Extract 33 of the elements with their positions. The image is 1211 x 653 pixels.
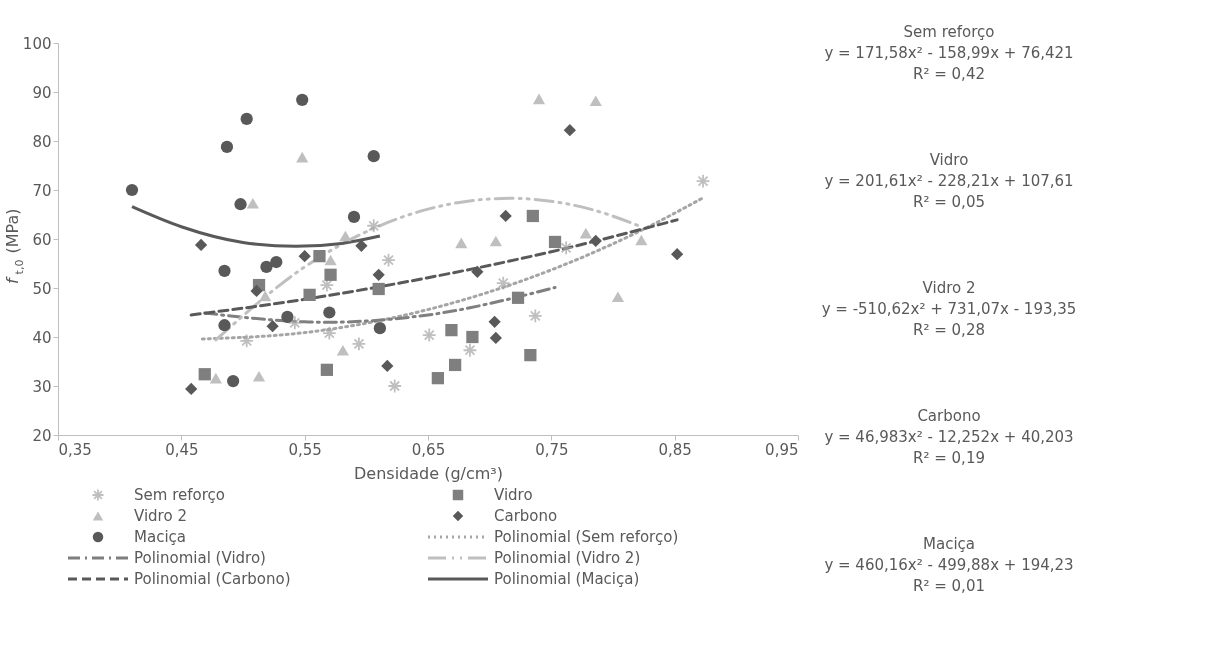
y-tick-label: 30 [32, 377, 52, 396]
y-axis-title: ft,0 (MPa) [3, 208, 26, 284]
x-tick-label: 0,45 [165, 440, 199, 459]
legend-label: Sem reforço [134, 486, 225, 504]
text: Vidro y = 201,61x² - 228,21x + 107,61 R² = 0,05 [824, 151, 1074, 211]
legend-label: Polinomial (Carbono) [134, 570, 291, 588]
x-tick-label: 0,35 [58, 440, 92, 459]
y-tick-label: 40 [32, 328, 52, 347]
x-tick-label: 0,75 [535, 440, 569, 459]
y-tick-label: 100 [22, 34, 52, 53]
legend-label: Polinomial (Sem reforço) [494, 528, 679, 546]
y-tick-label: 90 [32, 83, 52, 102]
legend-label: Polinomial (Vidro) [134, 549, 266, 567]
legend-label: Vidro 2 [134, 507, 187, 525]
y-tick-label: 20 [32, 426, 52, 445]
text: Sem reforço y = 171,58x² - 158,99x + 76,421 R² = 0,42 [824, 23, 1074, 83]
legend-label: Polinomial (Vidro 2) [494, 549, 641, 567]
y-tick-label: 50 [32, 279, 52, 298]
text: Carbono y = 46,983x² - 12,252x + 40,203 R² = 0,19 [824, 407, 1074, 467]
x-tick-label: 0,55 [288, 440, 322, 459]
text: Vidro 2 y = -510,62x² + 731,07x - 193,35 R² = 0,28 [821, 279, 1077, 339]
legend-label: Carbono [494, 507, 558, 525]
y-tick-label: 60 [32, 230, 52, 249]
y-tick-label: 70 [32, 181, 52, 200]
y-tick-label: 80 [32, 132, 52, 151]
legend-label: Vidro [494, 486, 533, 504]
legend-label: Polinomial (Maciça) [494, 570, 640, 588]
legend-label: Maciça [134, 528, 186, 546]
x-tick-label: 0,95 [765, 440, 799, 459]
text: Maciça y = 460,16x² - 499,88x + 194,23 R² = 0,01 [824, 535, 1074, 595]
x-axis-title: Densidade (g/cm³) [354, 463, 503, 483]
x-tick-label: 0,65 [411, 440, 446, 459]
x-tick-label: 0,85 [658, 440, 692, 459]
